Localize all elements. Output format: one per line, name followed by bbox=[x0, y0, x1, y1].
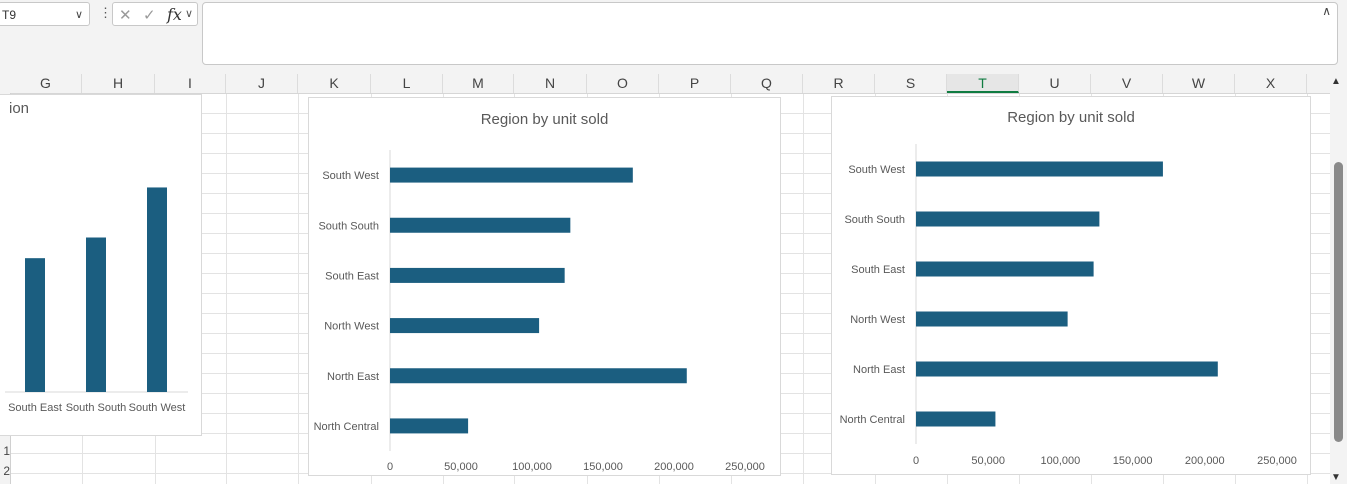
bar-chart-region-by-unit-sold-copy[interactable]: Region by unit sold South West South Sout… bbox=[831, 96, 1311, 475]
category-label: South East bbox=[325, 270, 379, 282]
category-label: North West bbox=[850, 314, 905, 326]
column-header-v[interactable]: V bbox=[1091, 74, 1163, 93]
axis-tick-label: 200,000 bbox=[654, 461, 694, 473]
category-label: South South bbox=[66, 402, 127, 414]
column-header-m[interactable]: M bbox=[443, 74, 514, 93]
axis-tick-label: 0 bbox=[913, 455, 919, 467]
column-south-west bbox=[147, 187, 167, 392]
bar-north-east bbox=[390, 368, 687, 384]
scroll-down-icon[interactable]: ▼ bbox=[1331, 472, 1341, 483]
column-header-q[interactable]: Q bbox=[731, 74, 803, 93]
row-header[interactable]: 2 bbox=[3, 464, 10, 478]
axis-tick-label: 200,000 bbox=[1185, 455, 1225, 467]
column-header-w[interactable]: W bbox=[1163, 74, 1235, 93]
column-header-l[interactable]: L bbox=[371, 74, 443, 93]
chart-title: Region by unit sold bbox=[480, 111, 609, 128]
axis-tick-label: 100,000 bbox=[1041, 455, 1081, 467]
category-label: South West bbox=[848, 164, 905, 176]
column-south-east bbox=[25, 258, 45, 392]
column-header-n[interactable]: N bbox=[514, 74, 587, 93]
bar-south-south bbox=[916, 211, 1100, 227]
category-label: South West bbox=[322, 170, 379, 182]
formula-input[interactable]: ∧ bbox=[202, 2, 1338, 65]
column-header-i[interactable]: I bbox=[155, 74, 226, 93]
axis-tick-label: 150,000 bbox=[583, 461, 623, 473]
category-label: South West bbox=[129, 402, 186, 414]
axis-tick-label: 250,000 bbox=[725, 461, 765, 473]
formula-buttons: ✕ ✓ fx ∨ bbox=[112, 2, 198, 26]
chart-title: Region by unit sold bbox=[1007, 109, 1135, 126]
column-header-x[interactable]: X bbox=[1235, 74, 1307, 93]
more-options-icon[interactable]: ⋮ bbox=[99, 5, 112, 20]
column-header-s[interactable]: S bbox=[875, 74, 947, 93]
bar-chart-region-by-unit-sold[interactable]: Region by unit sold South West South Sout… bbox=[308, 97, 781, 476]
column-header-h[interactable]: H bbox=[82, 74, 155, 93]
column-header-r[interactable]: R bbox=[803, 74, 875, 93]
axis-tick-label: 50,000 bbox=[444, 461, 478, 473]
column-header-j[interactable]: J bbox=[226, 74, 298, 93]
column-header-g[interactable]: G bbox=[10, 74, 82, 93]
column-header-p[interactable]: P bbox=[659, 74, 731, 93]
axis-tick-label: 250,000 bbox=[1257, 455, 1297, 467]
grid-line bbox=[226, 94, 227, 484]
category-label: South East bbox=[8, 402, 62, 414]
bar-north-west bbox=[390, 318, 540, 334]
axis-tick-label: 0 bbox=[387, 461, 393, 473]
scrollbar-thumb[interactable] bbox=[1334, 162, 1343, 442]
chevron-down-icon[interactable]: ∨ bbox=[74, 9, 83, 21]
column-header-u[interactable]: U bbox=[1019, 74, 1091, 93]
category-label: North Central bbox=[314, 421, 379, 433]
category-label: South East bbox=[851, 264, 905, 276]
bar-south-west bbox=[390, 167, 633, 183]
bar-north-west bbox=[916, 311, 1068, 327]
category-label: North East bbox=[327, 371, 379, 383]
name-box[interactable]: T9 ∨ bbox=[0, 2, 90, 26]
bar-south-west bbox=[916, 161, 1163, 177]
bar-north-east bbox=[916, 361, 1218, 377]
grid-line bbox=[298, 94, 299, 484]
name-box-value: T9 bbox=[2, 8, 17, 22]
category-label: North West bbox=[324, 321, 379, 333]
category-label: North East bbox=[853, 364, 905, 376]
chart-plot: South East South South South West bbox=[5, 187, 188, 414]
insert-function-icon[interactable]: fx bbox=[167, 5, 182, 24]
column-header-k[interactable]: K bbox=[298, 74, 371, 93]
column-chart[interactable]: ion South East South South South West bbox=[0, 94, 202, 436]
bar-south-south bbox=[390, 217, 571, 233]
row-header[interactable]: 1 bbox=[3, 444, 10, 458]
category-label: North Central bbox=[840, 414, 905, 426]
axis-tick-label: 100,000 bbox=[512, 461, 552, 473]
cancel-icon[interactable]: ✕ bbox=[119, 7, 132, 24]
column-header-t[interactable]: T bbox=[947, 74, 1019, 93]
chart-plot: South West South South South East North Wes… bbox=[840, 144, 1297, 467]
axis-tick-label: 50,000 bbox=[971, 455, 1005, 467]
bar-north-central bbox=[390, 418, 469, 434]
bar-south-east bbox=[916, 261, 1094, 277]
scroll-up-icon[interactable]: ▲ bbox=[1331, 76, 1341, 87]
chart-plot: South West South South South East North Wes… bbox=[314, 150, 765, 473]
chevron-down-icon[interactable]: ∨ bbox=[185, 8, 194, 20]
bar-north-central bbox=[916, 411, 996, 427]
column-south-south bbox=[86, 237, 106, 392]
enter-icon[interactable]: ✓ bbox=[143, 7, 156, 24]
chart-title: ion bbox=[9, 100, 30, 117]
category-label: South South bbox=[318, 220, 379, 232]
category-label: South South bbox=[844, 214, 905, 226]
bar-south-east bbox=[390, 267, 565, 283]
collapse-formula-bar-icon[interactable]: ∧ bbox=[1322, 4, 1331, 18]
grid-line bbox=[803, 94, 804, 484]
column-header-o[interactable]: O bbox=[587, 74, 659, 93]
axis-tick-label: 150,000 bbox=[1113, 455, 1153, 467]
